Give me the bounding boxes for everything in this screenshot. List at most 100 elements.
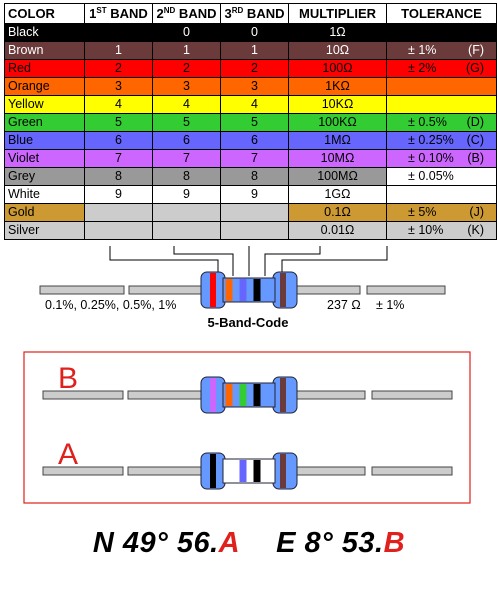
coordinates: N 49° 56.A E 8° 53.B xyxy=(0,527,498,560)
color-band xyxy=(280,273,286,307)
color-band xyxy=(239,460,247,482)
header-tolerance: TOLERANCE xyxy=(386,3,497,24)
cell-band3: 5 xyxy=(220,113,289,132)
cell-band3: 2 xyxy=(220,59,289,78)
resistor-neck xyxy=(222,458,276,484)
table-body: Black 0 0 1Ω Brown 1 1 1 10Ω ± 1% (F) Red 2 2 2 100Ω ± 2… xyxy=(4,23,497,240)
table-row: Red 2 2 2 100Ω ± 2% (G) xyxy=(4,59,497,78)
cell-band3 xyxy=(220,203,289,222)
lead-segment xyxy=(371,390,453,400)
tolerance-letter: (F) xyxy=(468,43,484,57)
lead-segment xyxy=(42,466,124,476)
cell-band1: 5 xyxy=(84,113,153,132)
color-band xyxy=(253,279,261,301)
color-band xyxy=(210,378,216,412)
cell-color-name: Blue xyxy=(4,131,85,150)
color-band xyxy=(253,384,261,406)
cell-multiplier: 100Ω xyxy=(288,59,387,78)
tolerance-letter: (D) xyxy=(466,115,484,129)
cell-band2: 7 xyxy=(152,149,221,168)
cell-band3: 4 xyxy=(220,95,289,114)
resistor-neck xyxy=(222,277,276,303)
tolerance-letter: (G) xyxy=(465,61,484,75)
resistor-cap xyxy=(200,271,226,309)
lead-segment xyxy=(39,285,125,295)
lead-segment xyxy=(366,285,446,295)
tolerance-value: ± 0.05% xyxy=(408,169,454,183)
connector-lines xyxy=(109,246,388,276)
cell-color-name: Gold xyxy=(4,203,85,222)
cell-color-name: White xyxy=(4,185,85,204)
cell-band1: 6 xyxy=(84,131,153,150)
color-band xyxy=(225,460,233,482)
north-variable: A xyxy=(218,527,241,559)
resistor-cap xyxy=(272,452,298,490)
table-header-row: COLOR 1ST BAND 2ND BAND 3RD BAND MULTIPL… xyxy=(4,3,497,24)
lead-segment xyxy=(296,390,366,400)
cell-band3 xyxy=(220,221,289,240)
table-row: Gold 0.1Ω ± 5% (J) xyxy=(4,203,497,222)
tolerance-letter: (C) xyxy=(466,133,484,147)
cell-band3: 6 xyxy=(220,131,289,150)
resistor-cap xyxy=(200,452,226,490)
cell-color-name: Red xyxy=(4,59,85,78)
cell-color-name: Silver xyxy=(4,221,85,240)
table-row: Silver 0.01Ω ± 10% (K) xyxy=(4,221,497,240)
color-band xyxy=(225,384,233,406)
cell-band3: 9 xyxy=(220,185,289,204)
cell-tolerance: ± 0.10% (B) xyxy=(386,149,497,168)
cell-band1: 8 xyxy=(84,167,153,186)
cell-band2: 8 xyxy=(152,167,221,186)
cell-band2: 3 xyxy=(152,77,221,96)
resistor-cap xyxy=(272,271,298,309)
cell-color-name: Green xyxy=(4,113,85,132)
cell-multiplier: 1KΩ xyxy=(288,77,387,96)
tolerance-letter: (K) xyxy=(467,223,484,237)
cell-multiplier: 100KΩ xyxy=(288,113,387,132)
resistor-b-label: B xyxy=(58,362,78,395)
cell-color-name: Orange xyxy=(4,77,85,96)
cell-color-name: Yellow xyxy=(4,95,85,114)
connector-band1 xyxy=(109,246,219,276)
table-row: Black 0 0 1Ω xyxy=(4,23,497,42)
connector-tolerance xyxy=(281,246,388,276)
table-row: Violet 7 7 7 10MΩ ± 0.10% (B) xyxy=(4,149,497,168)
lead-segment xyxy=(127,390,203,400)
table-row: Brown 1 1 1 10Ω ± 1% (F) xyxy=(4,41,497,60)
north-coordinate: N 49° 56.A xyxy=(92,527,241,559)
cell-tolerance xyxy=(386,77,497,96)
example-resistor xyxy=(39,271,446,309)
cell-band3: 1 xyxy=(220,41,289,60)
cell-multiplier: 1GΩ xyxy=(288,185,387,204)
color-band xyxy=(253,460,261,482)
cell-band2: 0 xyxy=(152,23,221,42)
table-row: Yellow 4 4 4 10KΩ xyxy=(4,95,497,114)
cell-tolerance: ± 0.25% (C) xyxy=(386,131,497,150)
header-band3: 3RD BAND xyxy=(220,3,289,24)
diagram-caption: 5-Band-Code xyxy=(208,315,289,330)
color-band xyxy=(210,454,216,488)
header-band2: 2ND BAND xyxy=(152,3,221,24)
cell-band1: 4 xyxy=(84,95,153,114)
connector-band2 xyxy=(173,246,234,276)
cell-tolerance: ± 5% (J) xyxy=(386,203,497,222)
cell-tolerance: ± 2% (G) xyxy=(386,59,497,78)
cell-band1: 3 xyxy=(84,77,153,96)
cell-multiplier: 10Ω xyxy=(288,41,387,60)
cell-band1: 1 xyxy=(84,41,153,60)
cell-tolerance: ± 10% (K) xyxy=(386,221,497,240)
cell-band1: 9 xyxy=(84,185,153,204)
header-color: COLOR xyxy=(4,3,85,24)
lead-segment xyxy=(127,466,203,476)
cell-band2: 1 xyxy=(152,41,221,60)
tolerance-value: ± 0.10% xyxy=(408,151,454,165)
lead-segment xyxy=(295,285,361,295)
resistor-b xyxy=(42,376,453,414)
cell-band1: 2 xyxy=(84,59,153,78)
resistor-a-label: A xyxy=(58,438,78,471)
lead-segment xyxy=(371,466,453,476)
cell-band2 xyxy=(152,221,221,240)
table-row: White 9 9 9 1GΩ xyxy=(4,185,497,204)
label-value: 237 Ω xyxy=(327,298,361,312)
east-variable: B xyxy=(383,527,406,559)
